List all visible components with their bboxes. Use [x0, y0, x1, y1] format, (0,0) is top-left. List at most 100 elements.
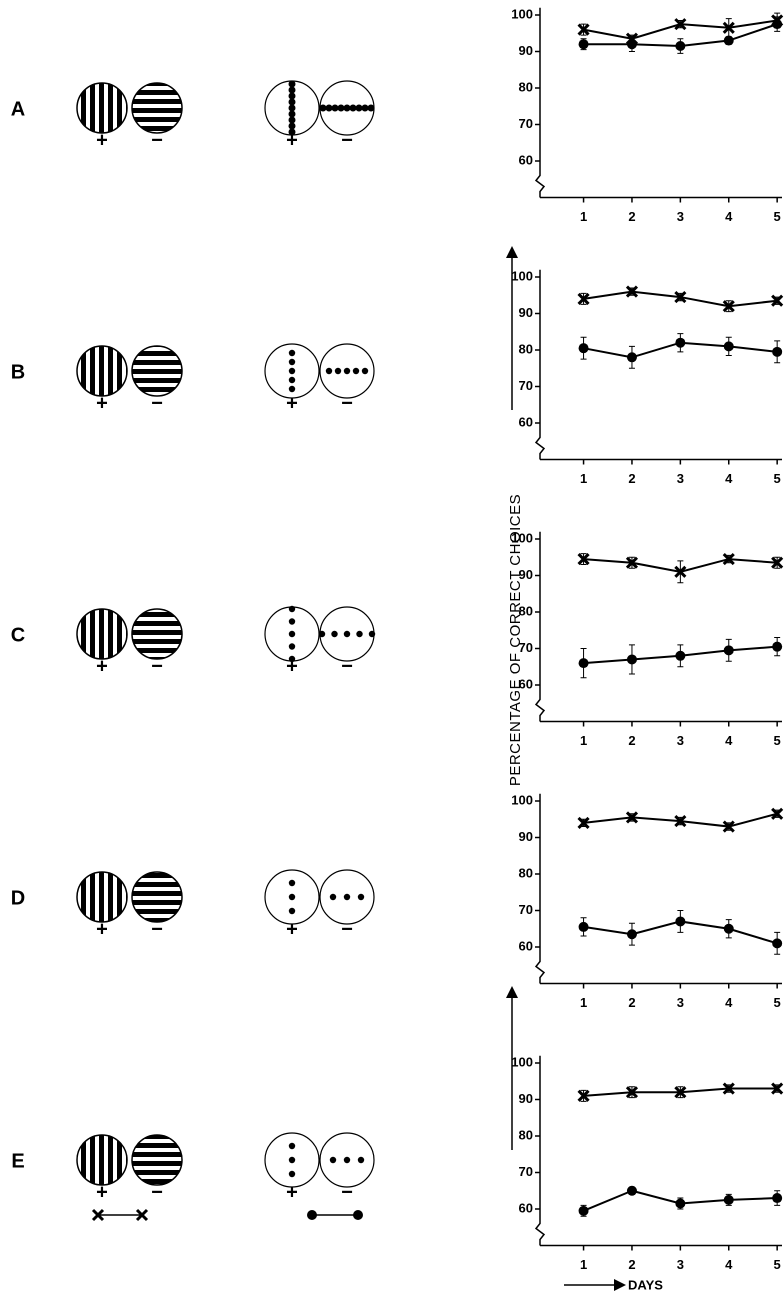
- marker-cross: [577, 553, 590, 566]
- marker-cross: [722, 300, 735, 313]
- y-tick-label: 70: [519, 116, 533, 131]
- y-axis-label: PERCENTAGE OF CORRECT CHOICES: [507, 494, 524, 786]
- x-tick-label: 4: [725, 209, 733, 224]
- dot: [288, 605, 296, 613]
- sign: +: [286, 392, 298, 414]
- dot: [288, 349, 296, 357]
- x-tick-label: 4: [725, 733, 733, 748]
- dot: [356, 630, 363, 638]
- y-axis: [534, 531, 546, 722]
- marker-cross: [577, 816, 590, 829]
- y-tick-label: 100: [511, 1054, 533, 1069]
- dot: [331, 630, 338, 638]
- dot: [288, 104, 296, 112]
- y-tick-label: 60: [519, 938, 533, 953]
- y-tick-label: 100: [511, 792, 533, 807]
- marker-dot: [772, 1193, 783, 1204]
- y-axis: [534, 269, 546, 460]
- marker-dot: [723, 645, 734, 656]
- x-tick-label: 4: [725, 995, 733, 1010]
- dot: [288, 92, 296, 100]
- sign: −: [341, 129, 353, 151]
- y-tick-label: 60: [519, 1200, 533, 1215]
- grating-vertical: [76, 345, 128, 397]
- y-tick-label: 90: [519, 567, 533, 582]
- dot: [343, 893, 351, 901]
- x-tick-label: 3: [677, 209, 684, 224]
- marker-dot: [626, 654, 637, 665]
- dot: [325, 367, 333, 375]
- marker-cross: [722, 553, 735, 566]
- dot: [361, 104, 369, 112]
- x-tick-label: 5: [774, 1257, 781, 1272]
- panel-label: A: [11, 98, 25, 120]
- dot: [288, 110, 296, 118]
- marker-dot: [626, 352, 637, 363]
- dot: [319, 104, 327, 112]
- y-tick-label: 80: [519, 865, 533, 880]
- marker-dot: [578, 343, 589, 354]
- marker-dot: [626, 929, 637, 940]
- x-tick-label: 5: [774, 209, 781, 224]
- marker-cross: [722, 820, 735, 833]
- sign: −: [151, 392, 163, 414]
- dot: [288, 116, 296, 124]
- y-tick-label: 70: [519, 378, 533, 393]
- x-tick-label: 1: [580, 995, 587, 1010]
- dot: [288, 879, 296, 887]
- dot: [288, 385, 296, 393]
- dot: [343, 630, 351, 638]
- dot: [343, 104, 351, 112]
- marker-cross: [577, 23, 590, 36]
- dot: [331, 104, 339, 112]
- x-tick-label: 5: [774, 471, 781, 486]
- y-tick-label: 60: [519, 152, 533, 167]
- sign: −: [341, 1181, 353, 1203]
- dot: [357, 893, 365, 901]
- marker-dot: [675, 1198, 686, 1209]
- dot: [288, 1156, 296, 1164]
- sign: +: [96, 392, 108, 414]
- dot: [288, 907, 296, 915]
- grating-horizontal: [131, 871, 183, 923]
- x-tick-label: 4: [725, 1257, 733, 1272]
- y-tick-label: 60: [519, 414, 533, 429]
- dot: [288, 376, 296, 384]
- grating-vertical: [76, 82, 128, 134]
- y-tick-label: 100: [511, 6, 533, 21]
- marker-dot: [578, 921, 589, 932]
- dot: [329, 1156, 337, 1164]
- panel-label: C: [11, 624, 25, 646]
- y-axis: [534, 7, 546, 198]
- marker-cross: [771, 807, 784, 820]
- x-tick-label: 2: [628, 471, 635, 486]
- marker-dot: [626, 39, 637, 50]
- sign: +: [286, 1181, 298, 1203]
- dot: [288, 367, 296, 375]
- x-tick-label: 2: [628, 1257, 635, 1272]
- x-tick-label: 2: [628, 733, 635, 748]
- dot: [288, 98, 296, 106]
- x-tick-label: 1: [580, 1257, 587, 1272]
- sign: −: [341, 918, 353, 940]
- grating-horizontal: [131, 608, 183, 660]
- marker-cross: [674, 18, 687, 31]
- y-tick-label: 70: [519, 640, 533, 655]
- dot: [288, 358, 296, 366]
- sign: −: [341, 392, 353, 414]
- marker-dot: [723, 923, 734, 934]
- y-tick-label: 90: [519, 829, 533, 844]
- panel-label: D: [11, 887, 25, 909]
- marker-cross: [625, 556, 639, 569]
- marker-dot: [772, 938, 783, 949]
- marker-cross: [771, 1082, 784, 1095]
- x-tick-label: 3: [677, 733, 684, 748]
- dot: [288, 630, 296, 638]
- marker-dot: [772, 641, 783, 652]
- sign: +: [286, 918, 298, 940]
- dot: [357, 1156, 365, 1164]
- marker-dot: [578, 658, 589, 669]
- dot: [288, 86, 296, 94]
- x-tick-label: 1: [580, 209, 587, 224]
- sign: +: [286, 655, 298, 677]
